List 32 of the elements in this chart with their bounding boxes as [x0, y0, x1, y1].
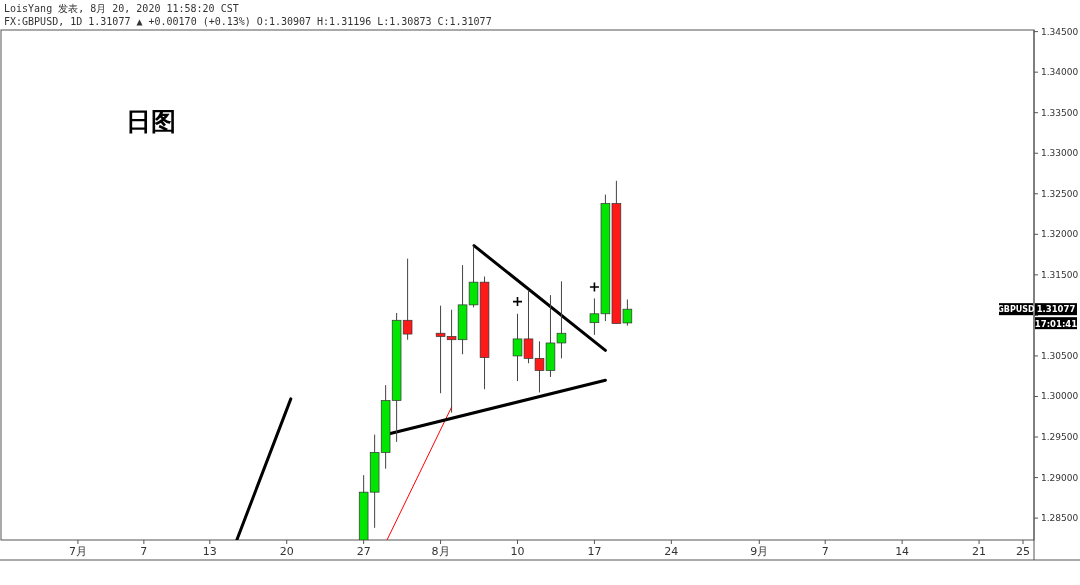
text: FX:GBPUSD, 1D 1.31077 ▲ +0.00170 (+0.13%) O:1.30907 H:1.31196 L:1.30873 C:1.31077 [4, 16, 492, 27]
text: 17:01:41 [1034, 318, 1078, 329]
y-tick-label: 1.28500 [1041, 513, 1079, 524]
y-tick-label: 1.33500 [1041, 107, 1079, 118]
x-tick-label: 17 [587, 545, 602, 558]
x-tick-label: 8月 [431, 545, 450, 558]
y-tick-label: 1.33000 [1041, 148, 1079, 159]
x-tick-label: 25 [1016, 545, 1031, 558]
y-tick-label: 1.34000 [1041, 67, 1079, 78]
x-tick-label: 27 [356, 545, 371, 558]
x-tick-label: 10 [510, 545, 525, 558]
x-tick-label: 7月 [68, 545, 87, 558]
y-tick-label: 1.34500 [1041, 26, 1079, 37]
x-tick-label: 13 [202, 545, 217, 558]
x-tick-label: 7 [821, 545, 829, 558]
y-tick-label: 1.30000 [1041, 391, 1079, 402]
x-tick-label: 24 [664, 545, 679, 558]
y-tick-label: 1.29500 [1041, 432, 1079, 443]
y-tick-label: 1.31500 [1041, 269, 1079, 280]
x-tick-label: 9月 [750, 545, 769, 558]
y-tick-label: 1.32000 [1041, 229, 1079, 240]
text: LoisYang 发表, 8月 20, 2020 11:58:20 CST [4, 3, 239, 14]
x-tick-label: 14 [895, 545, 910, 558]
annotation: GBPUSD [997, 305, 1036, 315]
text: 日图 [126, 107, 176, 136]
x-tick-label: 7 [140, 545, 148, 558]
y-tick-label: 1.29000 [1041, 472, 1079, 483]
text: 1.31077 [1036, 304, 1076, 315]
x-tick-label: 21 [972, 545, 987, 558]
y-tick-label: 1.32500 [1041, 188, 1079, 199]
x-tick-label: 20 [279, 545, 294, 558]
y-tick-label: 1.30500 [1041, 350, 1079, 361]
